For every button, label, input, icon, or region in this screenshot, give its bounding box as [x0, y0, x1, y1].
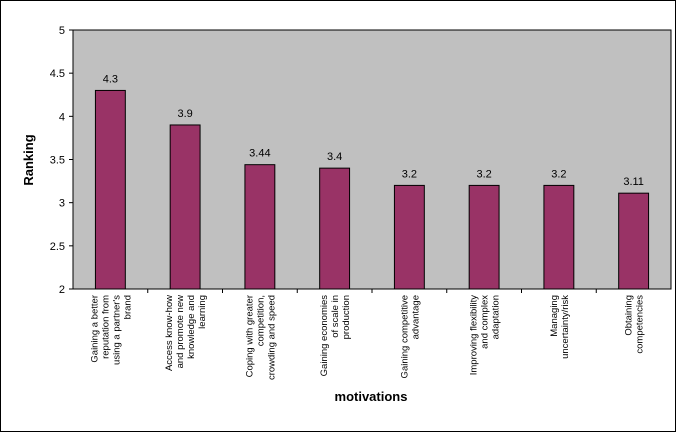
x-category-label-line: and promote new — [175, 295, 186, 369]
bar — [319, 167, 351, 290]
bar — [169, 124, 201, 290]
x-category-label: Improving flexibility and complex adaptati… — [469, 295, 502, 375]
bar — [618, 192, 650, 290]
y-tick-label: 3.5 — [50, 155, 65, 167]
x-axis-category-labels: Gaining a better reputation from using a p… — [89, 289, 646, 380]
y-tick-label: 3 — [59, 198, 65, 210]
bar-value-label: 3.4 — [327, 151, 342, 163]
x-category-label-line: advantage — [410, 295, 421, 339]
x-category-label-line: crowding and speed — [266, 295, 277, 380]
bar-value-label: 3.2 — [551, 168, 566, 180]
data-labels: 4.3 3.9 3.44 3.4 3.2 3.2 3.2 3.11 — [103, 73, 644, 188]
x-category-label-line: Improving flexibility — [469, 295, 480, 375]
x-category-label: Access know-how and promote new knowledge … — [164, 295, 208, 371]
bar — [468, 184, 500, 290]
x-category-label-line: brand — [122, 295, 133, 319]
x-category-label: Gaining economies of scale in production — [319, 295, 352, 377]
x-category-label-line: Gaining a better — [89, 295, 100, 363]
x-category-label-line: Obtaining — [624, 295, 635, 336]
x-category-label-line: production — [341, 295, 352, 339]
bar-value-label: 4.3 — [103, 73, 118, 85]
x-category-label-line: adaptation — [491, 295, 502, 339]
y-tick-label: 2.5 — [50, 241, 65, 253]
x-category-label: Gaining a better reputation from using a p… — [89, 295, 133, 365]
x-category-label-line: Managing — [549, 295, 560, 337]
x-category-label-line: reputation from — [100, 295, 111, 359]
x-category-label-line: uncertainty/risk — [560, 295, 571, 359]
x-category-label: Gaining competitive advantage — [399, 295, 421, 378]
bar — [393, 184, 425, 290]
x-category-label: Managing uncertainty/risk — [549, 295, 571, 359]
x-category-label-line: Gaining economies — [319, 295, 330, 377]
x-category-label-line: Coping with greater — [244, 295, 255, 377]
x-category-label-line: Gaining competitive — [399, 295, 410, 378]
bar — [244, 164, 276, 290]
plot-area — [72, 29, 672, 290]
y-tick-label: 5 — [59, 25, 65, 37]
bar-value-label: 3.2 — [476, 168, 491, 180]
bar-value-label: 3.11 — [623, 176, 644, 188]
x-category-label: Obtaining competencies — [624, 295, 646, 354]
x-category-label-line: of scale in — [330, 295, 341, 338]
x-category-label-line: Access know-how — [164, 295, 175, 371]
x-category-label-line: and complex — [480, 295, 491, 349]
x-axis-title: motivations — [335, 389, 408, 404]
bars — [94, 89, 650, 290]
y-axis-ticks: 2 2.5 3 3.5 4 4.5 5 — [50, 25, 73, 296]
bar-value-label: 3.44 — [249, 148, 270, 160]
y-tick-label: 4 — [59, 111, 65, 123]
x-category-label-line: knowledge and — [186, 295, 197, 359]
bar-value-label: 3.2 — [402, 168, 417, 180]
x-category-label-line: learning — [197, 295, 208, 329]
x-category-label-line: competencies — [635, 295, 646, 354]
y-tick-label: 4.5 — [50, 68, 65, 80]
x-category-label-line: using a partner's — [111, 295, 122, 365]
bar — [94, 89, 126, 290]
x-category-label-line: competition, — [255, 295, 266, 346]
bar-value-label: 3.9 — [177, 108, 192, 120]
bar — [543, 184, 575, 290]
x-category-label: Coping with greater competition, crowding … — [244, 295, 277, 380]
y-axis-title: Ranking — [21, 134, 36, 185]
y-tick-label: 2 — [59, 284, 65, 296]
